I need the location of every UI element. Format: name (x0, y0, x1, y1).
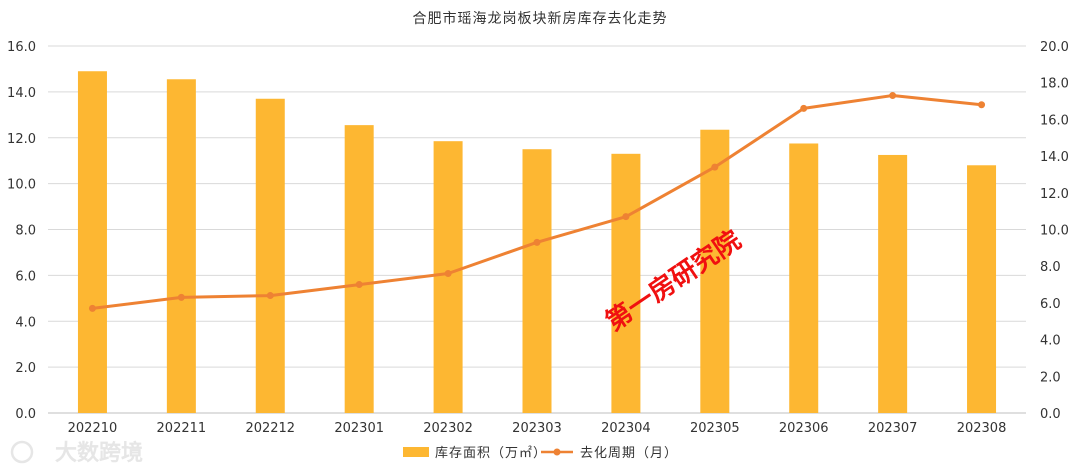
y-right-tick-label: 10.0 (1040, 224, 1069, 239)
bar (77, 71, 107, 413)
y-right-tick-label: 16.0 (1040, 113, 1069, 128)
line-point (889, 92, 897, 100)
line-point (800, 104, 808, 112)
legend-marker-line (553, 448, 561, 456)
legend-label-bar: 库存面积（万㎡） (435, 445, 547, 461)
x-tick-label: 202212 (245, 421, 295, 436)
line-point (978, 101, 986, 109)
line-point (88, 304, 96, 312)
line-point (622, 213, 630, 221)
y-right-tick-label: 14.0 (1040, 150, 1069, 165)
y-left-tick-label: 2.0 (15, 361, 36, 376)
bar (522, 149, 552, 413)
y-right-tick-label: 0.0 (1040, 407, 1061, 422)
bar-series (77, 71, 997, 414)
x-tick-label: 202305 (690, 421, 740, 436)
y-axis-left: 0.0 2.0 4.0 6.0 8.0 10.0 12.0 14.0 16.0 (7, 40, 36, 422)
line-point (266, 292, 274, 300)
x-tick-label: 202301 (334, 421, 384, 436)
y-right-tick-label: 4.0 (1040, 334, 1061, 349)
x-tick-label: 202304 (601, 421, 651, 436)
logo: 大数跨境 (10, 440, 143, 466)
bar (433, 141, 463, 414)
logo-mark-icon (10, 440, 34, 464)
bar (967, 165, 997, 413)
line-point (355, 281, 363, 289)
y-left-tick-label: 10.0 (7, 178, 36, 193)
y-left-tick-label: 0.0 (15, 407, 36, 422)
legend-label-line: 去化周期（月） (580, 446, 678, 461)
y-left-tick-label: 4.0 (15, 315, 36, 330)
x-tick-label: 202308 (957, 421, 1007, 436)
x-axis: 202210 202211 202212 202301 202302 202303 2023… (68, 421, 1007, 436)
y-right-tick-label: 20.0 (1040, 40, 1069, 55)
x-tick-label: 202303 (512, 421, 562, 436)
legend: 库存面积（万㎡） 去化周期（月） (403, 445, 678, 461)
bar (789, 143, 819, 413)
line-point (177, 293, 185, 301)
legend-swatch-bar (403, 447, 429, 457)
bar (255, 98, 285, 413)
y-left-tick-label: 12.0 (7, 132, 36, 147)
bar (344, 125, 374, 414)
y-axis-right: 0.0 2.0 4.0 6.0 8.0 10.0 12.0 14.0 16.0 18.0 20.0 (1040, 40, 1069, 422)
x-tick-label: 202211 (157, 421, 207, 436)
bar (700, 129, 730, 414)
y-left-tick-label: 14.0 (7, 86, 36, 101)
x-tick-label: 202302 (423, 421, 473, 436)
y-right-tick-label: 2.0 (1040, 370, 1061, 385)
x-tick-label: 202210 (68, 421, 118, 436)
y-right-tick-label: 8.0 (1040, 260, 1061, 275)
bar (878, 154, 908, 413)
logo-text: 大数跨境 (55, 440, 143, 466)
x-tick-label: 202307 (868, 421, 918, 436)
y-left-tick-label: 8.0 (15, 224, 36, 239)
y-right-tick-label: 12.0 (1040, 187, 1069, 202)
line-point (533, 238, 541, 246)
y-right-tick-label: 6.0 (1040, 297, 1061, 312)
chart-title: 合肥市瑶海龙岗板块新房库存去化走势 (413, 10, 668, 27)
y-left-tick-label: 16.0 (7, 40, 36, 55)
line-series (88, 92, 986, 312)
bar (166, 79, 196, 414)
y-right-tick-label: 18.0 (1040, 77, 1069, 92)
line-point (444, 270, 452, 278)
bar (611, 153, 641, 413)
x-tick-label: 202306 (779, 421, 829, 436)
line-point (711, 163, 719, 171)
y-left-tick-label: 6.0 (15, 269, 36, 284)
